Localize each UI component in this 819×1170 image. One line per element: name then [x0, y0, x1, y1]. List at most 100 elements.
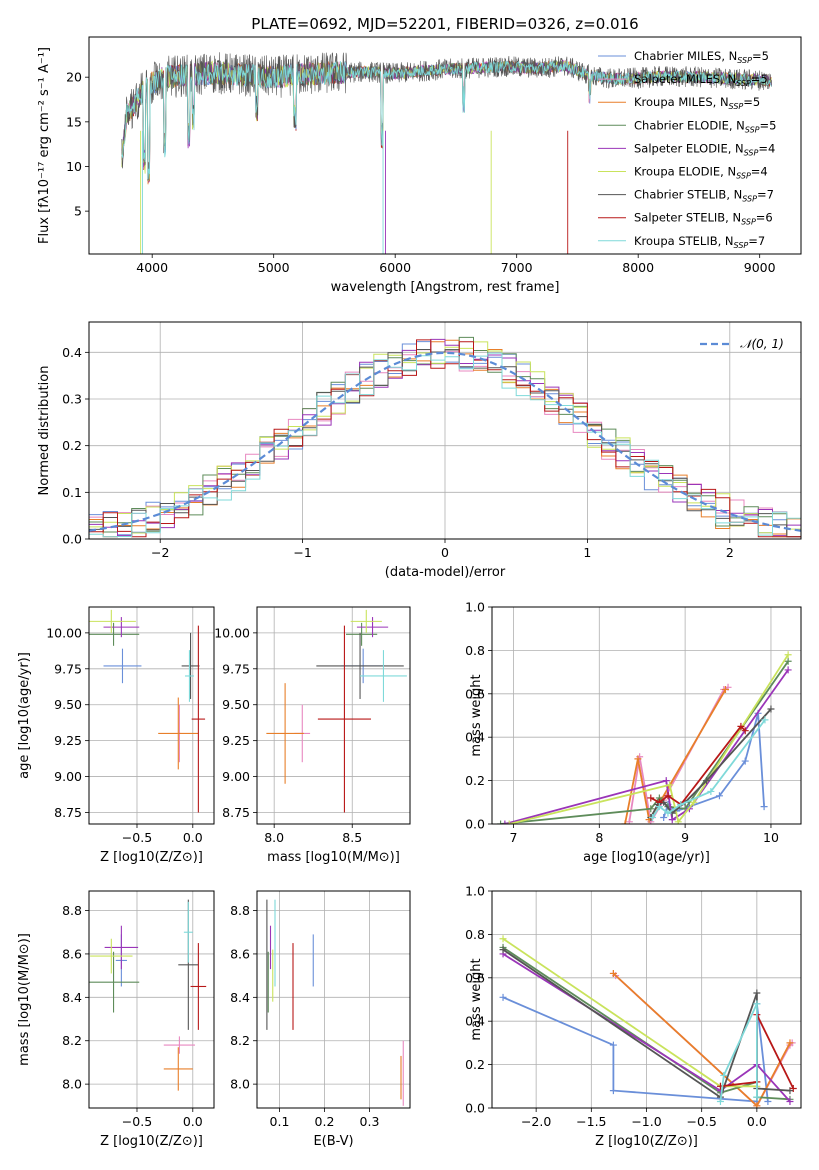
y-tick-label: 9.00 — [222, 769, 250, 784]
errorbar-point — [163, 1036, 196, 1054]
panel-residuals: −2 −1 0 1 2 0.0 0.1 0.2 0.3 0.4 (data-model)/error… — [37, 321, 802, 580]
mass-weight-marker — [609, 1041, 617, 1049]
mass_weight_vs_Z-plot-area — [492, 891, 801, 1108]
mass-weight-marker — [609, 1087, 617, 1095]
y-tick-label: 8.0 — [230, 1077, 250, 1092]
x-axis-label: Z [log10(Z/Z⊙)] — [100, 1134, 203, 1149]
spectrum-line — [121, 60, 772, 180]
x-tick-label: 0.0 — [747, 1114, 767, 1129]
panel-age_vs_Z: −0.5 0.0 8.75 9.00 9.25 9.50 9.75 10.00 Z [log10… — [17, 606, 215, 865]
x-tick-label: 8.0 — [264, 830, 284, 845]
mass-weight-marker — [499, 993, 507, 1001]
errorbar-point — [317, 625, 371, 813]
x-axis-label: (data-model)/error — [385, 565, 506, 580]
y-tick-label: 0.8 — [465, 927, 485, 942]
mass-weight-marker — [764, 1097, 772, 1105]
x-tick-label: −2 — [151, 545, 169, 560]
legend-label: Kroupa MILES, NSSP=5 — [634, 95, 760, 111]
mass-weight-marker — [664, 809, 672, 817]
y-tick-label: 8.4 — [62, 990, 82, 1005]
y-tick-label: 5 — [74, 204, 82, 219]
legend: 𝒩(0, 1) — [700, 337, 784, 351]
axes-frame — [88, 606, 215, 825]
mass-weight-marker — [668, 816, 676, 824]
legend: Chabrier MILES, NSSP=5 Salpeter MILES, NS… — [598, 49, 776, 250]
mass-weight-line — [719, 1003, 758, 1102]
y-tick-label: 0.0 — [62, 532, 82, 547]
y-tick-label: 0.8 — [465, 643, 485, 658]
x-tick-label: 2 — [726, 545, 734, 560]
y-tick-label: 8.8 — [62, 903, 82, 918]
y-tick-label: 9.50 — [222, 697, 250, 712]
y-tick-label: 8.2 — [62, 1033, 82, 1048]
panel-mass_weight_vs_age: 7 8 9 10 0.0 0.2 0.4 0.6 0.8 1.0 age [log10(age/yr… — [465, 600, 802, 865]
x-tick-label: −1.0 — [631, 1114, 661, 1129]
mass-weight-marker — [753, 1102, 761, 1108]
histogram-step — [89, 349, 801, 538]
errorbar-point — [183, 901, 193, 963]
errorbar-point — [89, 951, 140, 1013]
mass-weight-marker — [655, 803, 663, 811]
errorbar-point — [89, 622, 140, 646]
y-tick-label: 0.1 — [62, 485, 82, 500]
y-tick-label: 0.2 — [465, 773, 485, 788]
y-tick-label: 0.6 — [465, 970, 485, 985]
y-tick-label: 15 — [66, 114, 82, 129]
x-tick-label: 7000 — [501, 260, 533, 275]
mass-weight-marker — [674, 818, 682, 824]
legend-label: Salpeter STELIB, NSSP=6 — [634, 211, 773, 227]
x-axis-label: Z [log10(Z/Z⊙)] — [595, 1134, 698, 1149]
panel-mass_vs_Z: −0.5 0.0 8.0 8.2 8.4 8.6 8.8 Z [log10(Z/Z⊙)] mas… — [17, 890, 215, 1149]
x-axis-label: Z [log10(Z/Z⊙)] — [100, 850, 203, 865]
x-axis-label: mass [log10(M/M⊙)] — [267, 850, 400, 865]
y-tick-label: 8.0 — [62, 1077, 82, 1092]
y-tick-label: 8.6 — [230, 946, 250, 961]
mass-weight-marker — [741, 757, 749, 765]
x-tick-label: 7 — [509, 830, 517, 845]
figure-title: PLATE=0692, MJD=52201, FIBERID=0326, z=0… — [251, 15, 638, 33]
y-tick-label: 1.0 — [465, 884, 485, 899]
x-tick-label: 0.0 — [183, 1114, 203, 1129]
y-tick-label: 9.25 — [54, 733, 82, 748]
x-tick-label: 4000 — [136, 260, 168, 275]
mass-weight-marker — [707, 787, 715, 795]
mass-weight-marker — [786, 1039, 794, 1047]
mass-weight-line — [662, 713, 765, 818]
y-axis-label: age [log10(age/yr)] — [17, 652, 32, 779]
y-tick-label: 9.25 — [222, 733, 250, 748]
axes-frame — [88, 321, 802, 540]
axes-frame — [256, 606, 411, 825]
mass-weight-line — [500, 660, 789, 824]
errorbar-point — [158, 697, 199, 770]
legend-label: Kroupa ELODIE, NSSP=4 — [634, 165, 768, 181]
x-tick-label: 0.2 — [315, 1114, 335, 1129]
legend-label: Kroupa STELIB, NSSP=7 — [634, 234, 765, 250]
y-tick-label: 0.4 — [465, 1014, 485, 1029]
histogram-step — [89, 352, 801, 538]
legend-label: Chabrier STELIB, NSSP=7 — [634, 188, 774, 204]
mass-weight-marker — [664, 792, 672, 800]
x-tick-label: −1 — [293, 545, 311, 560]
mass-weight-marker — [784, 657, 792, 665]
errorbar-point — [104, 925, 139, 970]
x-tick-label: 8 — [595, 830, 603, 845]
mass-weight-marker — [720, 1071, 728, 1079]
mass_vs_ebv-plot-area — [257, 891, 410, 1108]
y-axis-label: mass weight — [469, 674, 484, 756]
panel-spectrum: 4000 5000 6000 7000 8000 9000 5 10 15 20 wavelengt… — [37, 36, 802, 295]
errorbar-point — [184, 650, 194, 702]
x-tick-label: 1 — [583, 545, 591, 560]
mass-weight-marker — [662, 777, 670, 785]
errorbar-point — [181, 632, 200, 699]
mass-weight-marker — [737, 722, 745, 730]
axes-frame — [88, 890, 215, 1109]
mass-weight-marker — [499, 935, 507, 943]
mass-weight-marker — [505, 820, 513, 824]
legend-label: Salpeter MILES, NSSP=5 — [634, 72, 768, 88]
normal-curve — [89, 351, 801, 532]
x-axis-label: wavelength [Angstrom, rest frame] — [331, 280, 560, 295]
y-tick-label: 10.00 — [214, 625, 250, 640]
y-tick-label: 0.2 — [465, 1057, 485, 1072]
errorbar-point — [190, 943, 207, 1030]
y-tick-label: 0.3 — [62, 392, 82, 407]
